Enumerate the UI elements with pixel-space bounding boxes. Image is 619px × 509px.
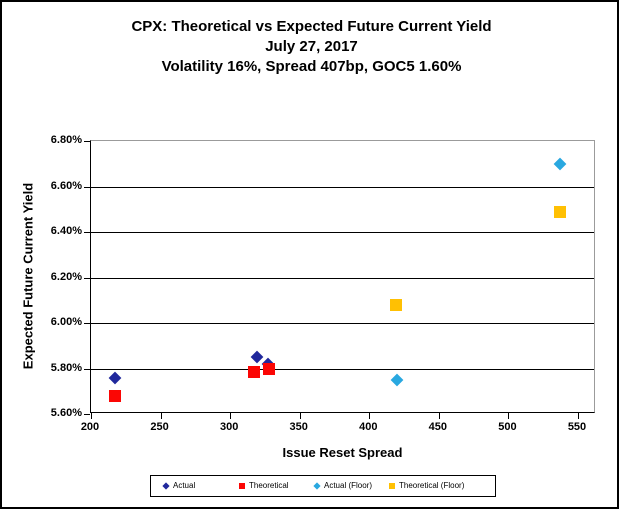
x-axis-tick-mark xyxy=(91,413,92,419)
gridline xyxy=(91,323,594,324)
y-axis-tick-mark xyxy=(84,186,90,188)
y-tick-label: 5.80% xyxy=(50,361,82,374)
chart-title: CPX: Theoretical vs Expected Future Curr… xyxy=(2,17,617,77)
legend-label: Theoretical xyxy=(249,481,289,490)
gridline xyxy=(91,232,594,233)
x-axis-tick-mark xyxy=(369,413,371,419)
y-tick-label: 6.80% xyxy=(50,134,82,146)
y-tick-label: 6.60% xyxy=(50,179,82,192)
data-point-marker xyxy=(553,157,567,171)
chart-title-line-1: CPX: Theoretical vs Expected Future Curr… xyxy=(131,18,492,35)
data-point-marker xyxy=(390,373,404,387)
x-tick-label: 350 xyxy=(289,421,308,433)
data-point-marker xyxy=(247,365,260,378)
data-point-marker xyxy=(389,298,402,311)
y-tick-label: 6.20% xyxy=(50,270,82,283)
y-axis-tick-mark xyxy=(84,323,90,324)
y-axis-tick-mark xyxy=(84,232,90,233)
legend-item: Actual (Floor) xyxy=(313,476,373,496)
y-tick-label: 6.00% xyxy=(50,316,82,328)
legend-item: Theoretical (Floor) xyxy=(389,476,464,496)
data-point-marker xyxy=(108,371,122,384)
legend: Actual Theoretical Actual (Floor) Theoretic… xyxy=(150,475,496,497)
data-point-marker xyxy=(108,389,121,402)
y-axis-tick-mark xyxy=(84,141,90,142)
x-axis-tick-mark xyxy=(230,413,232,419)
x-axis-tick-mark xyxy=(438,413,440,419)
gridline xyxy=(91,277,594,279)
x-tick-label: 550 xyxy=(567,421,587,433)
data-point-marker xyxy=(250,350,263,364)
square-swatch-icon xyxy=(389,483,395,489)
x-tick-label: 500 xyxy=(498,421,517,433)
chart-title-line-2: July 27, 2017 xyxy=(265,38,358,55)
y-axis-tick-mark xyxy=(84,414,90,415)
x-axis-tick-mark xyxy=(299,413,301,419)
y-tick-label: 6.40% xyxy=(50,225,82,237)
legend-item: Theoretical xyxy=(239,476,289,496)
x-axis-tick-mark xyxy=(578,413,579,419)
diamond-swatch-icon xyxy=(313,482,321,490)
gridline xyxy=(91,368,594,370)
legend-label: Actual (Floor) xyxy=(324,481,373,490)
diamond-swatch-icon xyxy=(162,482,170,490)
legend-label: Actual xyxy=(173,481,196,490)
y-axis-tick-mark xyxy=(84,277,90,279)
x-axis-tick-mark xyxy=(160,413,162,419)
chart-title-line-3: Volatility 16%, Spread 407bp, GOC5 1.60% xyxy=(161,58,462,75)
square-swatch-icon xyxy=(239,483,245,489)
legend-label: Theoretical (Floor) xyxy=(399,481,465,490)
x-axis-tick-mark xyxy=(508,413,510,419)
data-point-marker xyxy=(263,362,276,375)
y-axis-tick-mark xyxy=(84,368,90,370)
x-tick-label: 200 xyxy=(80,421,100,433)
x-tick-label: 300 xyxy=(219,421,239,433)
data-point-marker xyxy=(553,205,566,218)
x-axis-title: Issue Reset Spread xyxy=(282,445,403,460)
legend-item: Actual xyxy=(162,476,196,496)
x-tick-label: 250 xyxy=(150,421,169,433)
x-tick-label: 400 xyxy=(359,421,378,433)
x-tick-label: 450 xyxy=(428,421,448,433)
plot-area xyxy=(84,140,595,419)
gridline xyxy=(91,186,594,188)
y-tick-label: 5.60% xyxy=(50,407,82,419)
